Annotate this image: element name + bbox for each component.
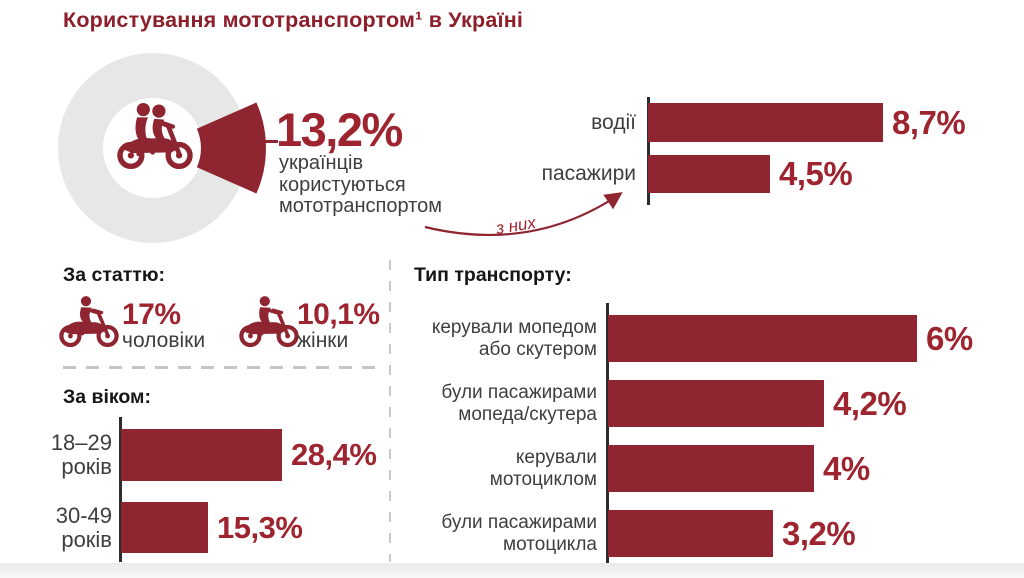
bar-row-passengers: пасажири 4,5%: [448, 155, 853, 193]
usage-percentage: 13,2%: [276, 103, 403, 156]
bar-motorcycle-driver: [608, 445, 814, 492]
bar-value-label: 4,2%: [833, 384, 907, 422]
bar-row-age-30-49: 30-49 років 15,3%: [40, 502, 303, 553]
bar-category-label: 30-49 років: [55, 502, 112, 552]
bar-category-label: були пасажирами мотоцикла: [441, 512, 597, 555]
motorcycle-two-riders-icon: [117, 102, 193, 170]
bar-value-label: 8,7%: [892, 103, 966, 141]
age-chart-axis: [119, 417, 122, 562]
bar-category-label: 18–29 років: [50, 430, 112, 479]
bar-moped-passenger: [608, 380, 824, 427]
bar-row-drivers: водії 8,7%: [448, 103, 966, 142]
transport-chart-axis: [606, 303, 609, 566]
bar-age-18-29: [121, 429, 282, 481]
female-rider-motorcycle-icon: [239, 296, 299, 348]
bar-row-moped-passenger: були пасажирами мопеда/скутера 4,2%: [414, 380, 907, 427]
bar-category-label: водії: [591, 110, 636, 134]
bar-age-30-49: [121, 502, 208, 553]
riders-chart-axis: [647, 97, 650, 205]
bar-category-label: керували мопедом або скутером: [431, 317, 597, 360]
donut-wedge: [196, 102, 266, 194]
of-them-arrow: [424, 192, 623, 236]
bar-value-label: 3,2%: [782, 514, 856, 552]
bar-value-label: 28,4%: [291, 437, 377, 472]
page-title: Користування мототранспортом¹ в Україні: [63, 8, 524, 32]
bar-row-motorcycle-passenger: були пасажирами мотоцикла 3,2%: [414, 510, 856, 557]
bar-value-label: 4%: [823, 449, 870, 487]
bar-row-motorcycle-driver: керували мотоциклом 4%: [414, 445, 870, 492]
male-percentage: 17%: [122, 298, 181, 331]
bar-value-label: 15,3%: [217, 509, 303, 545]
bar-row-moped-driver: керували мопедом або скутером 6%: [414, 315, 973, 362]
bar-passengers: [648, 155, 770, 193]
transport-section-heading: Тип транспорту:: [414, 264, 572, 286]
usage-donut-chart: [58, 53, 266, 243]
bar-value-label: 6%: [926, 319, 973, 357]
bar-moped-driver: [608, 315, 917, 362]
horizontal-dashed-divider: [63, 366, 375, 369]
bar-motorcycle-passenger: [608, 510, 773, 557]
usage-caption: українців користуються мототранспортом: [279, 152, 442, 217]
female-percentage: 10,1%: [297, 298, 380, 331]
female-label: жінки: [297, 329, 349, 352]
bar-category-label: пасажири: [541, 162, 636, 185]
bar-drivers: [648, 103, 883, 142]
male-rider-motorcycle-icon: [59, 296, 119, 348]
age-section-heading: За віком:: [63, 386, 151, 408]
bar-category-label: були пасажирами мопеда/скутера: [441, 382, 597, 425]
bottom-edge-shade: [0, 563, 1024, 578]
male-label: чоловіки: [122, 329, 206, 352]
bar-category-label: керували мотоциклом: [489, 447, 597, 490]
gender-section-heading: За статтю:: [63, 264, 165, 286]
vertical-dashed-divider: [389, 260, 391, 562]
bar-value-label: 4,5%: [779, 155, 853, 192]
donut-callout-line: [246, 140, 278, 143]
bar-row-age-18-29: 18–29 років 28,4%: [40, 429, 377, 481]
